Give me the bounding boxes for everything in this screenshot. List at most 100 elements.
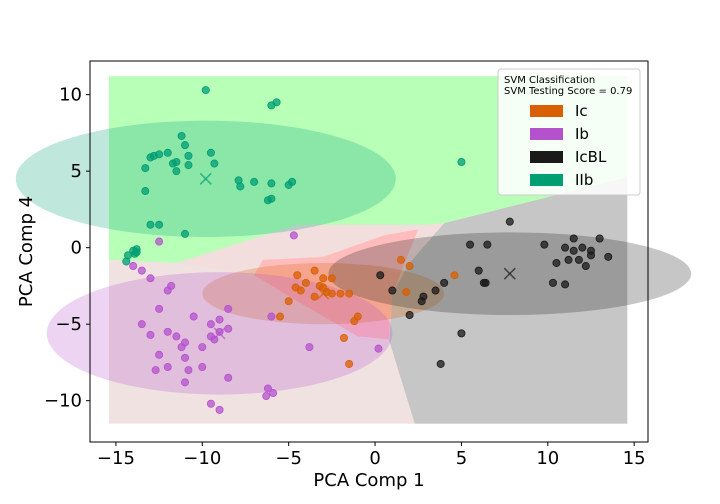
point-Ib <box>215 405 224 414</box>
point-IIb <box>206 148 215 157</box>
point-Ib <box>206 399 215 408</box>
legend-swatch <box>530 128 563 140</box>
point-Ic <box>336 289 345 298</box>
point-IIb <box>141 187 150 196</box>
legend-title-line: SVM Testing Score = 0.79 <box>504 86 632 97</box>
point-IcBL <box>483 240 492 249</box>
point-IcBL <box>595 234 604 243</box>
point-Ic <box>301 278 310 287</box>
point-Ic <box>293 271 302 280</box>
point-IIb <box>132 245 141 254</box>
point-IIb <box>236 182 245 191</box>
point-Ib <box>151 366 160 375</box>
point-Ib <box>163 363 172 372</box>
point-Ic <box>345 289 354 298</box>
x-tick-label: 5 <box>456 448 467 469</box>
point-Ic <box>345 359 354 368</box>
point-IcBL <box>457 329 466 338</box>
point-Ib <box>305 343 314 352</box>
point-IcBL <box>578 243 587 252</box>
point-IIb <box>288 177 297 186</box>
point-Ib <box>215 327 224 336</box>
point-Ib <box>215 315 224 324</box>
point-IcBL <box>388 286 397 295</box>
centroid-stroke <box>213 327 226 340</box>
point-IIb <box>146 220 155 229</box>
point-IIb <box>250 177 259 186</box>
point-IcBL <box>376 271 385 280</box>
point-Ic <box>405 262 414 271</box>
point-IcBL <box>569 234 578 243</box>
point-Ib <box>177 343 186 352</box>
point-IIb <box>201 86 210 95</box>
point-Ic <box>276 312 285 321</box>
point-IIb <box>181 229 190 238</box>
x-tick-label: −10 <box>183 448 221 469</box>
point-Ic <box>284 297 293 306</box>
point-IIb <box>172 167 181 176</box>
point-Ib <box>269 389 278 398</box>
x-tick-label: 10 <box>536 448 559 469</box>
point-Ib <box>198 363 207 372</box>
point-IIb <box>177 131 186 140</box>
point-Ib <box>181 378 190 387</box>
x-tick-label: −15 <box>97 448 135 469</box>
point-IIb <box>267 194 276 203</box>
point-Ic <box>291 283 300 292</box>
point-Ib <box>146 330 155 339</box>
point-Ib <box>172 332 181 341</box>
x-axis-title: PCA Comp 1 <box>313 470 424 491</box>
point-IIb <box>163 148 172 157</box>
y-tick-label: 5 <box>71 161 82 182</box>
point-Ib <box>263 384 272 393</box>
x-tick-label: −5 <box>275 448 302 469</box>
point-Ic <box>319 274 328 283</box>
legend-swatch <box>530 151 563 163</box>
point-IcBL <box>574 255 583 264</box>
legend-swatch <box>530 105 563 117</box>
point-IcBL <box>481 278 490 287</box>
point-IcBL <box>440 278 449 287</box>
point-IcBL <box>405 310 414 319</box>
x-tick-label: 15 <box>623 448 646 469</box>
point-IIb <box>457 157 466 166</box>
point-IIb <box>184 161 193 170</box>
centroid-stroke <box>317 287 330 300</box>
legend-swatch <box>530 174 563 186</box>
point-Ib <box>129 262 138 271</box>
point-IcBL <box>431 286 440 295</box>
point-Ic <box>310 292 319 301</box>
point-IIb <box>210 159 219 168</box>
point-Ib <box>374 344 383 353</box>
point-Ic <box>402 288 411 297</box>
point-Ib <box>189 312 198 321</box>
point-IIb <box>181 141 190 150</box>
class-centroids <box>199 172 516 340</box>
point-IIb <box>155 150 164 159</box>
centroid-IcBL <box>503 267 516 280</box>
point-IcBL <box>505 217 514 226</box>
point-IcBL <box>604 252 613 261</box>
point-Ib <box>289 231 298 240</box>
point-IcBL <box>417 297 426 306</box>
region-IcBL <box>388 177 628 424</box>
point-Ib <box>184 366 193 375</box>
point-Ib <box>224 324 233 333</box>
point-IIb <box>141 164 150 173</box>
point-IcBL <box>474 266 483 275</box>
y-tick-label: −5 <box>55 314 82 335</box>
y-axis-title: PCA Comp 4 <box>16 196 37 307</box>
plot-frame <box>89 60 649 443</box>
y-tick-label: −10 <box>44 391 82 412</box>
legend-label: Ib <box>575 125 589 143</box>
legend-title-line: SVM Classification <box>504 75 595 86</box>
legend-label: IIb <box>575 171 593 189</box>
point-Ib <box>181 353 190 362</box>
legend-item-Ic: Ic <box>530 102 588 120</box>
point-Ic <box>339 333 348 342</box>
point-Ib <box>163 327 172 336</box>
point-Ic <box>327 274 336 283</box>
centroid-stroke <box>199 172 212 185</box>
centroid-stroke <box>503 267 516 280</box>
